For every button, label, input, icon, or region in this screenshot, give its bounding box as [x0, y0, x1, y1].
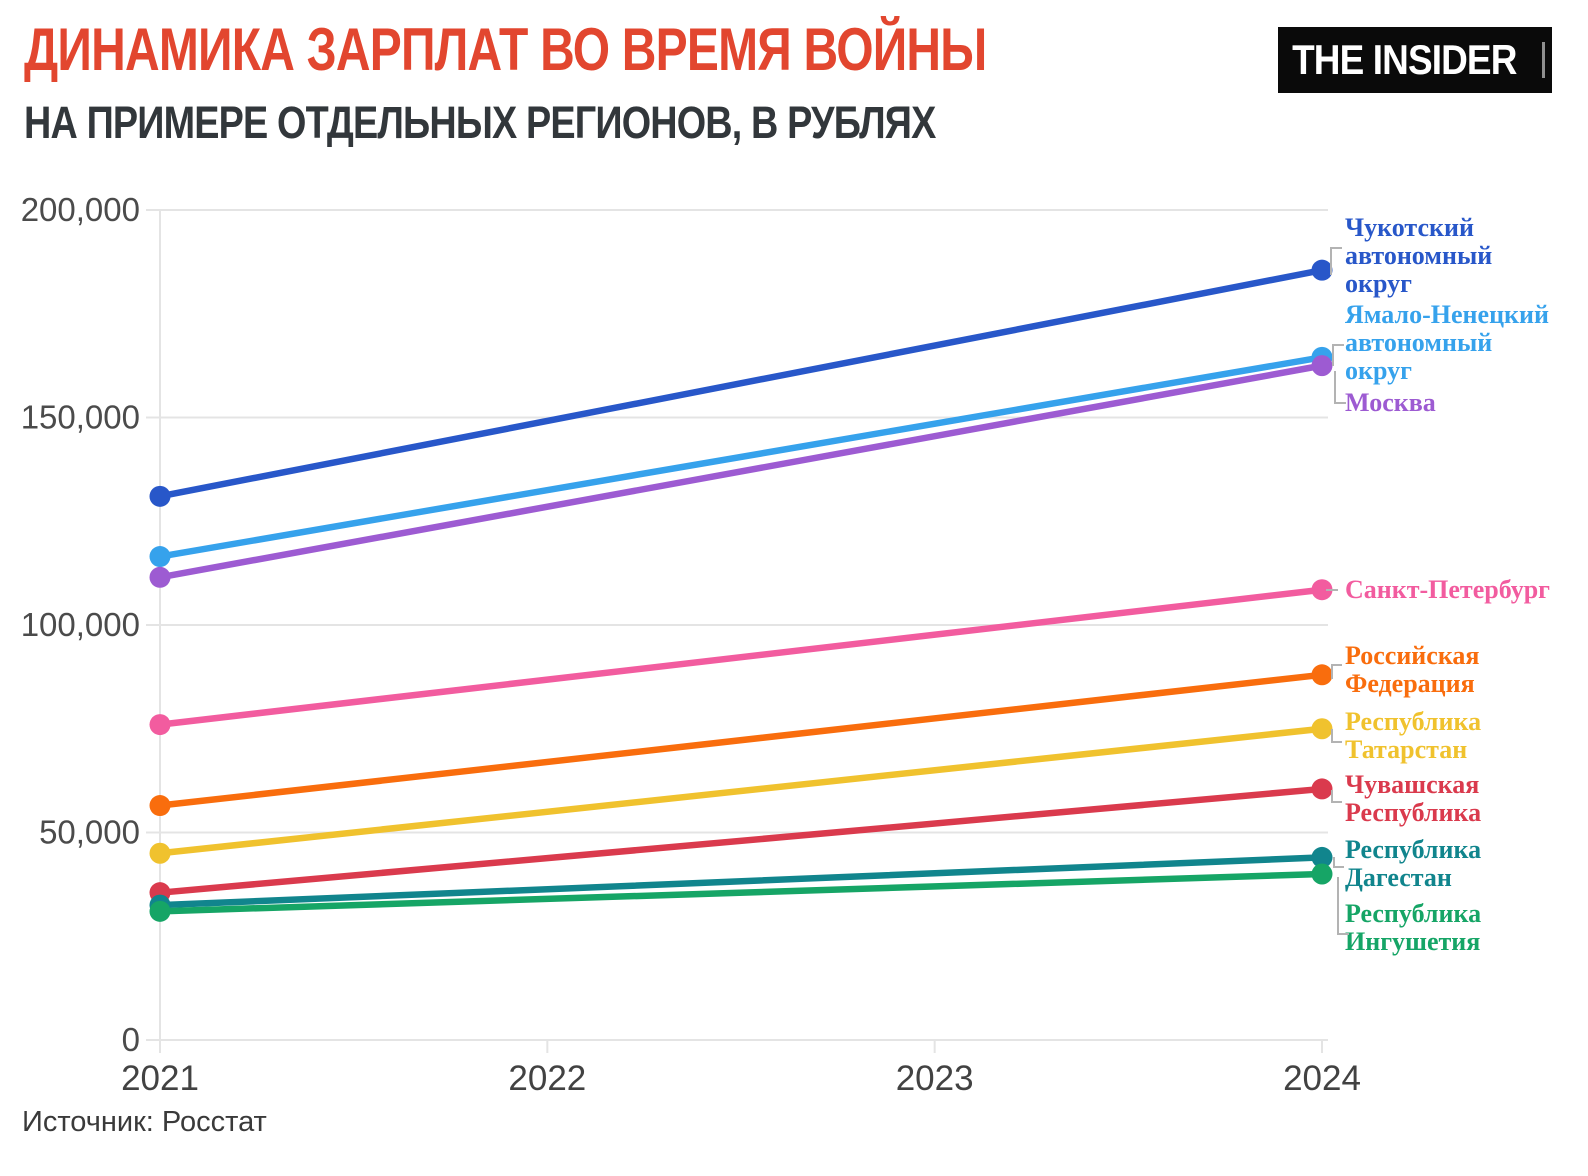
logo-cursor-bar — [1542, 42, 1545, 78]
series-line-2 — [156, 362, 1326, 581]
region-label-3: Санкт-Петербург — [1345, 575, 1550, 604]
series-line-8 — [156, 870, 1326, 915]
series-line-5 — [156, 725, 1326, 857]
label-bracket-0 — [1330, 247, 1342, 275]
series-line-0 — [156, 266, 1326, 500]
series-dot-8-end — [1311, 863, 1333, 885]
region-label-4: Российская Федерация — [1345, 641, 1480, 698]
x-tick-label-2021: 2021 — [121, 1059, 199, 1098]
series-dot-0-start — [149, 485, 171, 507]
series-dot-4-start — [149, 795, 171, 817]
region-label-0: Чукотский автономный округ — [1345, 213, 1493, 298]
series-line-4 — [156, 671, 1326, 809]
region-label-1: Ямало-Ненецкий автономный округ — [1345, 300, 1549, 385]
label-bracket-2 — [1334, 371, 1346, 404]
region-label-2: Москва — [1345, 388, 1436, 417]
region-label-7: Республика Дагестан — [1345, 835, 1482, 892]
page-subtitle: НА ПРИМЕРЕ ОТДЕЛЬНЫХ РЕГИОНОВ, В РУБЛЯХ — [24, 97, 936, 148]
label-bracket-5 — [1331, 729, 1342, 743]
series-dot-5-start — [149, 842, 171, 864]
region-label-8: Республика Ингушетия — [1345, 899, 1482, 956]
label-bracket-7 — [1333, 857, 1344, 868]
y-tick-label-150000: 150,000 — [21, 399, 140, 436]
series-dot-3-start — [149, 714, 171, 736]
series-dot-0-end — [1311, 259, 1333, 281]
series-line-6 — [156, 785, 1326, 896]
y-tick-label-200000: 200,000 — [21, 191, 140, 228]
series-line-1 — [156, 354, 1326, 560]
series-dot-3-end — [1311, 579, 1333, 601]
series-dot-5-end — [1311, 718, 1333, 740]
region-label-6: Чувашская Республика — [1345, 770, 1482, 827]
x-tick-label-2022: 2022 — [508, 1059, 586, 1098]
label-bracket-6 — [1331, 790, 1342, 803]
label-bracket-3 — [1326, 589, 1338, 591]
source-note: Источник: Росстат — [22, 1106, 267, 1138]
y-tick-label-0: 0 — [122, 1021, 140, 1058]
label-bracket-1 — [1332, 344, 1344, 366]
y-tick-label-100000: 100,000 — [21, 606, 140, 643]
label-bracket-4 — [1331, 664, 1342, 679]
series-dot-8-start — [149, 900, 171, 922]
series-dot-2-end — [1311, 355, 1333, 377]
x-tick-label-2024: 2024 — [1283, 1059, 1361, 1098]
series-line-7 — [156, 854, 1326, 909]
the-insider-logo: THE INSIDER — [1278, 27, 1552, 93]
series-dot-4-end — [1311, 664, 1333, 686]
series-dot-7-end — [1311, 846, 1333, 868]
region-label-5: Республика Татарстан — [1345, 707, 1482, 764]
series-dot-2-start — [149, 566, 171, 588]
logo-text: THE INSIDER — [1292, 36, 1517, 83]
label-bracket-8 — [1337, 877, 1349, 935]
series-dot-6-end — [1311, 778, 1333, 800]
y-tick-label-50000: 50,000 — [39, 814, 140, 851]
series-dot-1-start — [149, 546, 171, 568]
series-line-3 — [156, 586, 1326, 728]
x-tick-label-2023: 2023 — [896, 1059, 974, 1098]
page-title: ДИНАМИКА ЗАРПЛАТ ВО ВРЕМЯ ВОЙНЫ — [24, 16, 987, 83]
